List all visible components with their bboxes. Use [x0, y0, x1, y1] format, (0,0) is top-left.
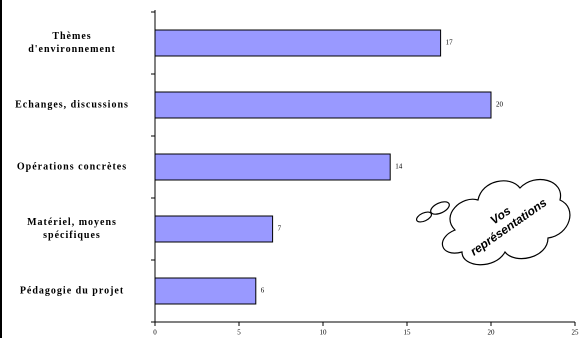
x-tick-label: 25	[572, 329, 580, 337]
y-tick-label: Pédagogie du projet	[19, 285, 125, 297]
y-tick-label: Opérations concrètes	[16, 161, 128, 173]
value-label: 14	[395, 163, 403, 171]
bar	[154, 153, 391, 181]
cloud	[415, 178, 571, 266]
y-tick-label: Echanges, discussions	[15, 99, 129, 111]
x-tick-label: 5	[237, 329, 241, 337]
x-tick-label: 0	[153, 329, 157, 337]
value-label: 17	[446, 39, 454, 47]
x-tick-label: 20	[488, 329, 496, 337]
bar	[154, 215, 274, 243]
x-tick-label: 15	[404, 329, 412, 337]
bar	[154, 277, 257, 305]
y-tick-label: Thèmes d'environnement	[28, 31, 116, 55]
value-label: 6	[261, 287, 265, 295]
value-label: 7	[278, 225, 282, 233]
bar	[154, 29, 442, 57]
bar	[154, 91, 492, 119]
y-tick-label: Matériel, moyens spécifiques	[27, 217, 117, 241]
x-tick-label: 10	[320, 329, 328, 337]
value-label: 20	[496, 101, 504, 109]
